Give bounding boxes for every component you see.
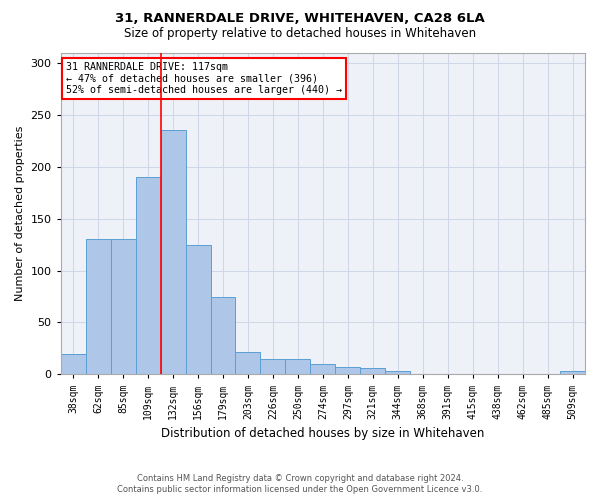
Bar <box>86 240 110 374</box>
Bar <box>361 368 385 374</box>
Text: Size of property relative to detached houses in Whitehaven: Size of property relative to detached ho… <box>124 28 476 40</box>
Bar <box>260 359 286 374</box>
Text: Contains HM Land Registry data © Crown copyright and database right 2024.
Contai: Contains HM Land Registry data © Crown c… <box>118 474 482 494</box>
Bar <box>211 296 235 374</box>
Bar <box>335 367 361 374</box>
Bar <box>385 372 410 374</box>
Y-axis label: Number of detached properties: Number of detached properties <box>15 126 25 301</box>
X-axis label: Distribution of detached houses by size in Whitehaven: Distribution of detached houses by size … <box>161 427 485 440</box>
Text: 31 RANNERDALE DRIVE: 117sqm
← 47% of detached houses are smaller (396)
52% of se: 31 RANNERDALE DRIVE: 117sqm ← 47% of det… <box>66 62 342 96</box>
Bar <box>185 244 211 374</box>
Bar <box>161 130 185 374</box>
Bar <box>310 364 335 374</box>
Bar <box>560 372 585 374</box>
Bar <box>286 359 310 374</box>
Bar <box>235 352 260 374</box>
Text: 31, RANNERDALE DRIVE, WHITEHAVEN, CA28 6LA: 31, RANNERDALE DRIVE, WHITEHAVEN, CA28 6… <box>115 12 485 26</box>
Bar <box>136 177 161 374</box>
Bar <box>110 240 136 374</box>
Bar <box>61 354 86 374</box>
